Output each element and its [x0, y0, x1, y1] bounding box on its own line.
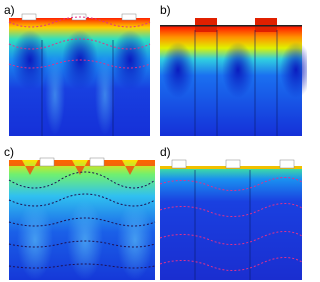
panel-label: d) — [160, 145, 171, 159]
panel-label: c) — [4, 145, 14, 159]
panel-label: a) — [4, 3, 15, 17]
panel-label: b) — [160, 3, 171, 17]
panel-c — [8, 157, 156, 280]
panel-d — [159, 159, 303, 280]
page: {"panels": [{"label": "a)"}, {"label": "… — [4, 3, 307, 280]
panel-b — [160, 18, 307, 136]
panel-a — [8, 13, 151, 136]
figure: a) b) c) — [4, 3, 307, 280]
